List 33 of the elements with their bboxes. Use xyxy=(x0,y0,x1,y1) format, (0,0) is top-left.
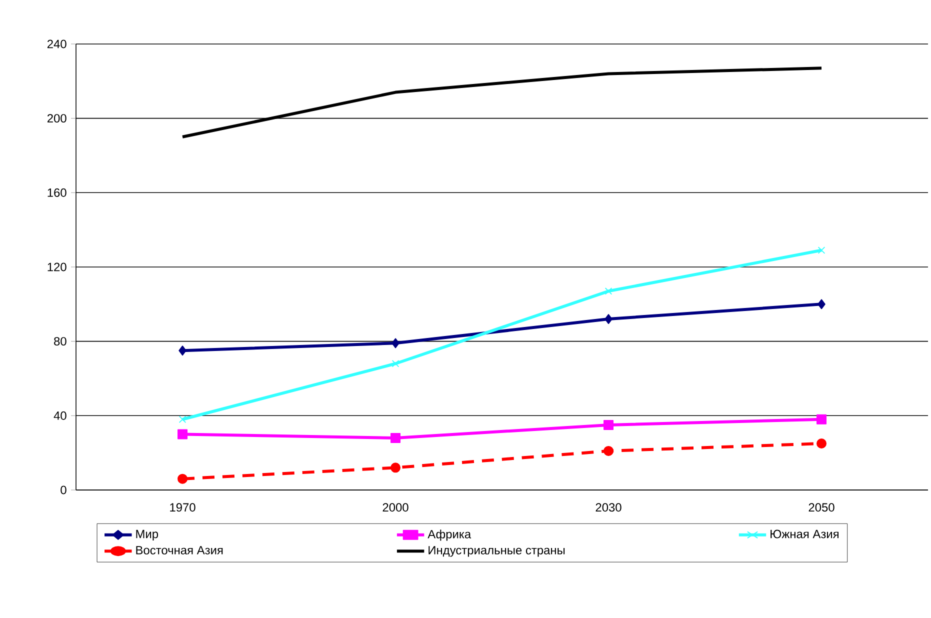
x-tick-label: 1970 xyxy=(170,503,196,512)
line-series xyxy=(181,66,824,138)
legend-label: Мир xyxy=(136,530,158,541)
point xyxy=(392,360,400,368)
legend-label: Индустриальные страны xyxy=(428,546,565,557)
point xyxy=(816,414,827,424)
point xyxy=(178,346,186,356)
point xyxy=(604,420,614,430)
point xyxy=(818,246,826,254)
y-tick-label: 200 xyxy=(47,114,66,123)
y-tick-label: 240 xyxy=(47,40,66,48)
point xyxy=(818,299,826,310)
y-tick-label: 40 xyxy=(54,411,66,420)
point xyxy=(178,474,188,484)
y-tick-label: 160 xyxy=(48,188,66,197)
point xyxy=(604,314,612,324)
point xyxy=(604,287,612,295)
point xyxy=(390,432,401,443)
x-tick-label: 2050 xyxy=(808,503,834,512)
legend-label: Африка xyxy=(428,530,472,541)
point xyxy=(604,446,614,456)
point xyxy=(392,338,400,348)
point xyxy=(816,438,827,449)
y-tick-label: 80 xyxy=(54,337,66,346)
x-tick-label: 2000 xyxy=(382,503,408,512)
legend-label: Южная Азия xyxy=(770,530,838,538)
point xyxy=(390,462,401,473)
point xyxy=(178,429,188,440)
y-tick-label: 0 xyxy=(60,486,66,494)
y-tick-label: 120 xyxy=(48,262,66,272)
point xyxy=(178,416,186,424)
legend-label: Восточная Азия xyxy=(136,546,223,554)
x-tick-label: 2030 xyxy=(596,503,622,512)
